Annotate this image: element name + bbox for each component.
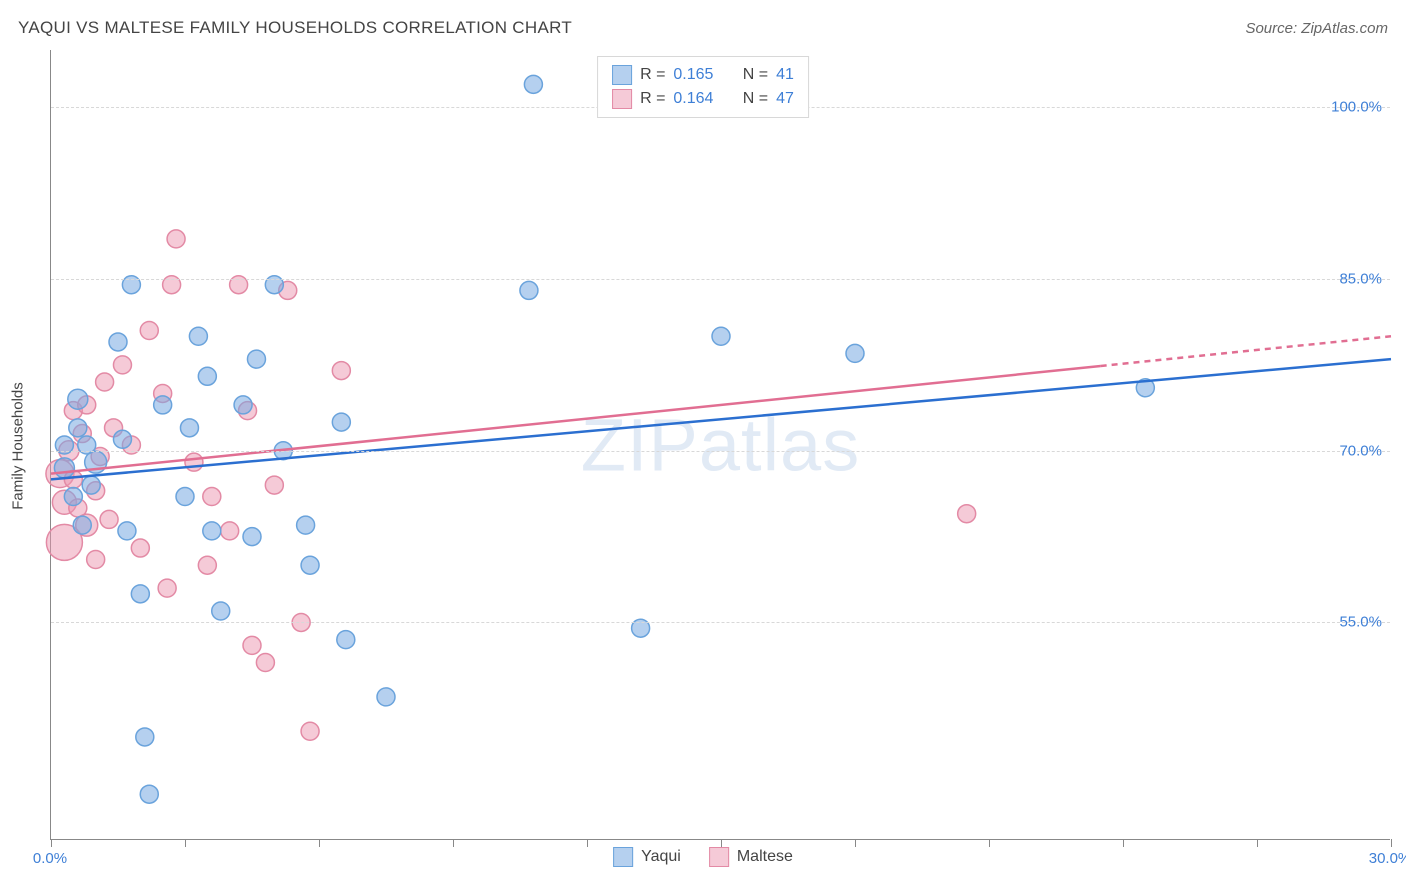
data-point: [118, 522, 136, 540]
data-point: [377, 688, 395, 706]
data-point: [221, 522, 239, 540]
data-point: [68, 389, 88, 409]
data-point: [256, 654, 274, 672]
legend-n-value: 47: [776, 90, 794, 108]
data-point: [140, 322, 158, 340]
data-point: [167, 230, 185, 248]
legend-stat-row: R = 0.164 N = 47: [612, 87, 794, 111]
legend-series: Yaqui Maltese: [613, 847, 793, 867]
data-point: [180, 419, 198, 437]
data-point: [247, 350, 265, 368]
legend-label: Yaqui: [641, 848, 681, 866]
data-point: [332, 413, 350, 431]
legend-n-value: 41: [776, 66, 794, 84]
data-point: [203, 488, 221, 506]
data-point: [64, 488, 82, 506]
x-tick: [319, 839, 320, 847]
trend-line-dashed: [1101, 336, 1391, 366]
legend-stats: R = 0.165 N = 41 R = 0.164 N = 47: [597, 56, 809, 118]
data-point: [131, 539, 149, 557]
y-tick-label: 100.0%: [1331, 99, 1382, 116]
data-point: [337, 631, 355, 649]
legend-r-value: 0.165: [673, 66, 713, 84]
y-axis-label: Family Households: [10, 382, 27, 510]
x-tick: [1391, 839, 1392, 847]
legend-swatch-icon: [613, 847, 633, 867]
data-point: [96, 373, 114, 391]
data-point: [243, 528, 261, 546]
data-point: [176, 488, 194, 506]
legend-swatch-icon: [612, 89, 632, 109]
data-point: [87, 550, 105, 568]
data-point: [69, 419, 87, 437]
data-point: [136, 728, 154, 746]
x-tick: [1123, 839, 1124, 847]
x-tick: [185, 839, 186, 847]
data-point: [958, 505, 976, 523]
chart-title: YAQUI VS MALTESE FAMILY HOUSEHOLDS CORRE…: [18, 18, 572, 38]
data-point: [198, 367, 216, 385]
plot-area: ZIPatlas 55.0%70.0%85.0%100.0%: [50, 50, 1390, 840]
data-point: [154, 396, 172, 414]
data-point: [297, 516, 315, 534]
data-point: [301, 722, 319, 740]
data-point: [332, 362, 350, 380]
legend-swatch-icon: [709, 847, 729, 867]
x-tick-label: 30.0%: [1369, 850, 1406, 867]
legend-r-label: R =: [640, 66, 665, 84]
chart-source: Source: ZipAtlas.com: [1245, 20, 1388, 37]
legend-r-value: 0.164: [673, 90, 713, 108]
data-point: [524, 75, 542, 93]
data-point: [265, 476, 283, 494]
data-point: [185, 453, 203, 471]
data-point: [212, 602, 230, 620]
legend-label: Maltese: [737, 848, 793, 866]
legend-n-label: N =: [743, 90, 768, 108]
data-point: [243, 636, 261, 654]
data-point: [100, 510, 118, 528]
data-point: [109, 333, 127, 351]
data-point: [113, 356, 131, 374]
data-point: [158, 579, 176, 597]
data-point: [198, 556, 216, 574]
x-tick: [453, 839, 454, 847]
x-tick: [989, 839, 990, 847]
data-point: [846, 344, 864, 362]
y-tick-label: 70.0%: [1339, 442, 1382, 459]
data-point: [520, 281, 538, 299]
legend-stat-row: R = 0.165 N = 41: [612, 63, 794, 87]
gridline: [51, 279, 1390, 280]
y-tick-label: 85.0%: [1339, 270, 1382, 287]
y-tick-label: 55.0%: [1339, 614, 1382, 631]
chart-svg: [51, 50, 1390, 839]
gridline: [51, 451, 1390, 452]
x-tick-label: 0.0%: [33, 850, 67, 867]
data-point: [73, 516, 91, 534]
x-tick: [721, 839, 722, 847]
x-tick: [587, 839, 588, 847]
data-point: [82, 476, 100, 494]
x-tick: [1257, 839, 1258, 847]
data-point: [301, 556, 319, 574]
legend-n-label: N =: [743, 66, 768, 84]
gridline: [51, 622, 1390, 623]
data-point: [712, 327, 730, 345]
legend-item: Yaqui: [613, 847, 681, 867]
data-point: [140, 785, 158, 803]
data-point: [113, 430, 131, 448]
legend-item: Maltese: [709, 847, 793, 867]
x-tick: [855, 839, 856, 847]
x-tick: [51, 839, 52, 847]
data-point: [131, 585, 149, 603]
chart-header: YAQUI VS MALTESE FAMILY HOUSEHOLDS CORRE…: [18, 18, 1388, 38]
data-point: [189, 327, 207, 345]
data-point: [203, 522, 221, 540]
legend-swatch-icon: [612, 65, 632, 85]
data-point: [54, 458, 74, 478]
data-point: [234, 396, 252, 414]
legend-r-label: R =: [640, 90, 665, 108]
